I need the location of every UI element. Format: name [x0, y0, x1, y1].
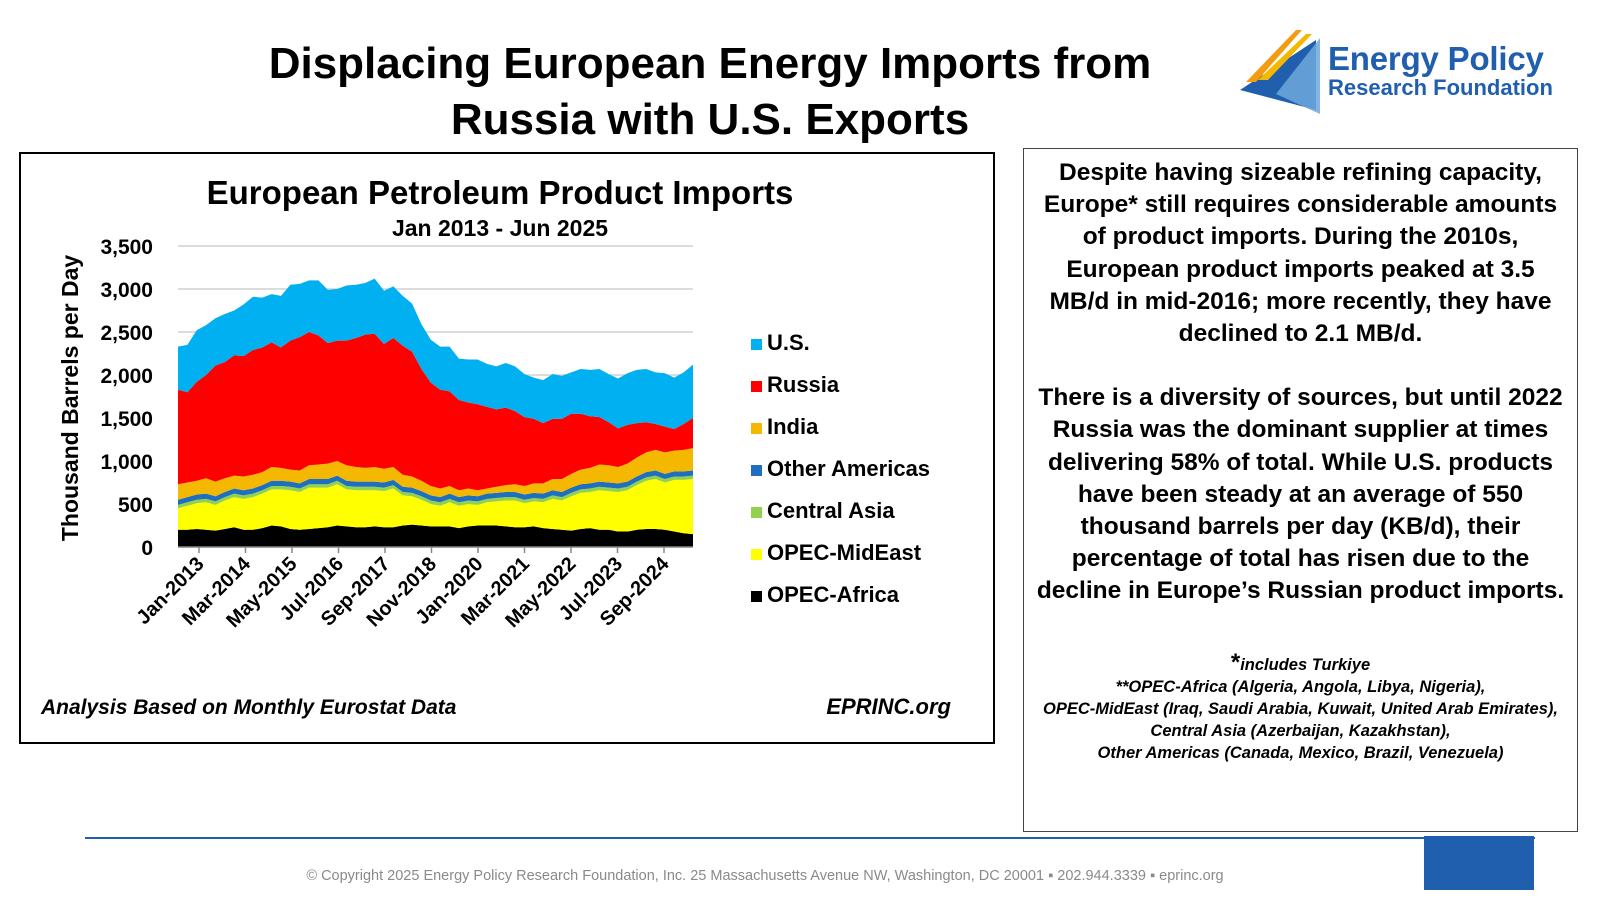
- area-series-u-s-: [178, 278, 693, 430]
- footnote-4: Central Asia (Azerbaijan, Kazakhstan),: [1150, 721, 1451, 740]
- commentary-paragraph-1: Despite having sizeable refining capacit…: [1043, 159, 1558, 348]
- footnote-3: OPEC-MidEast (Iraq, Saudi Arabia, Kuwait…: [1043, 699, 1558, 718]
- legend-swatch: [751, 339, 762, 350]
- y-tick-label: 3,000: [100, 279, 153, 302]
- legend-label: Central Asia: [767, 498, 895, 523]
- chart-subtitle: Jan 2013 - Jun 2025: [392, 215, 608, 241]
- legend-swatch: [751, 381, 762, 392]
- legend-label: Russia: [767, 372, 840, 397]
- slide-title-line2: Russia with U.S. Exports: [450, 95, 970, 144]
- legend-label: OPEC-Africa: [767, 582, 900, 607]
- footer-divider: [85, 837, 1535, 839]
- commentary-box: Despite having sizeable refining capacit…: [1023, 148, 1578, 832]
- area-series-opec-africa: [178, 524, 693, 547]
- logo-text: Energy Policy Research Foundation: [1328, 42, 1553, 99]
- legend-swatch: [751, 465, 762, 476]
- area-series-other-americas: [178, 470, 693, 505]
- legend-swatch: [751, 507, 762, 518]
- slide-title: Displacing European Energy Imports from …: [230, 36, 1190, 148]
- area-series-india: [178, 448, 693, 500]
- eprinc-logo: Energy Policy Research Foundation: [1236, 24, 1596, 120]
- area-series-russia: [178, 332, 693, 491]
- footer-copyright: © Copyright 2025 Energy Policy Research …: [306, 868, 1224, 884]
- chart-frame: European Petroleum Product Imports Jan 20…: [19, 152, 995, 744]
- area-series-opec-mideast: [178, 479, 693, 535]
- footnote-1: *includes Turkiye: [1036, 648, 1565, 676]
- legend-swatch: [751, 591, 762, 602]
- slide-title-line1: Displacing European Energy Imports from: [268, 39, 1152, 88]
- y-tick-label: 500: [118, 494, 153, 517]
- logo-line2: Research Foundation: [1328, 75, 1553, 100]
- y-tick-label: 2,500: [100, 322, 153, 345]
- footnote-2: **OPEC-Africa (Algeria, Angola, Libya, N…: [1115, 677, 1486, 696]
- legend-swatch: [751, 549, 762, 560]
- commentary-paragraph-2: There is a diversity of sources, but unt…: [1036, 384, 1565, 605]
- legend-label: U.S.: [767, 330, 810, 355]
- footnotes: *includes Turkiye **OPEC-Africa (Algeria…: [1036, 648, 1565, 764]
- chart-site-credit: EPRINC.org: [826, 694, 951, 719]
- logo-line1: Energy Policy: [1328, 40, 1544, 77]
- area-series-central-asia: [178, 475, 693, 509]
- stacked-area-chart: European Petroleum Product Imports Jan 20…: [40, 174, 952, 719]
- y-tick-label: 3,500: [100, 236, 153, 259]
- y-tick-label: 1,500: [100, 408, 153, 431]
- y-tick-label: 1,000: [100, 451, 153, 474]
- legend-label: OPEC-MidEast: [767, 540, 922, 565]
- legend-swatch: [751, 423, 762, 434]
- footer-accent-block: [1424, 836, 1534, 890]
- legend-label: India: [767, 414, 819, 439]
- y-tick-label: 2,000: [100, 365, 153, 388]
- legend-label: Other Americas: [767, 456, 930, 481]
- footnote-5: Other Americas (Canada, Mexico, Brazil, …: [1097, 743, 1504, 762]
- footnote-star: *: [1230, 648, 1241, 676]
- y-axis-label: Thousand Barrels per Day: [57, 255, 83, 542]
- y-tick-label: 0: [141, 537, 153, 560]
- footnote-1-text: includes Turkiye: [1240, 655, 1371, 674]
- logo-mark-icon: [1240, 30, 1320, 114]
- chart-source-note: Analysis Based on Monthly Eurostat Data: [40, 696, 457, 719]
- chart-title: European Petroleum Product Imports: [207, 174, 794, 211]
